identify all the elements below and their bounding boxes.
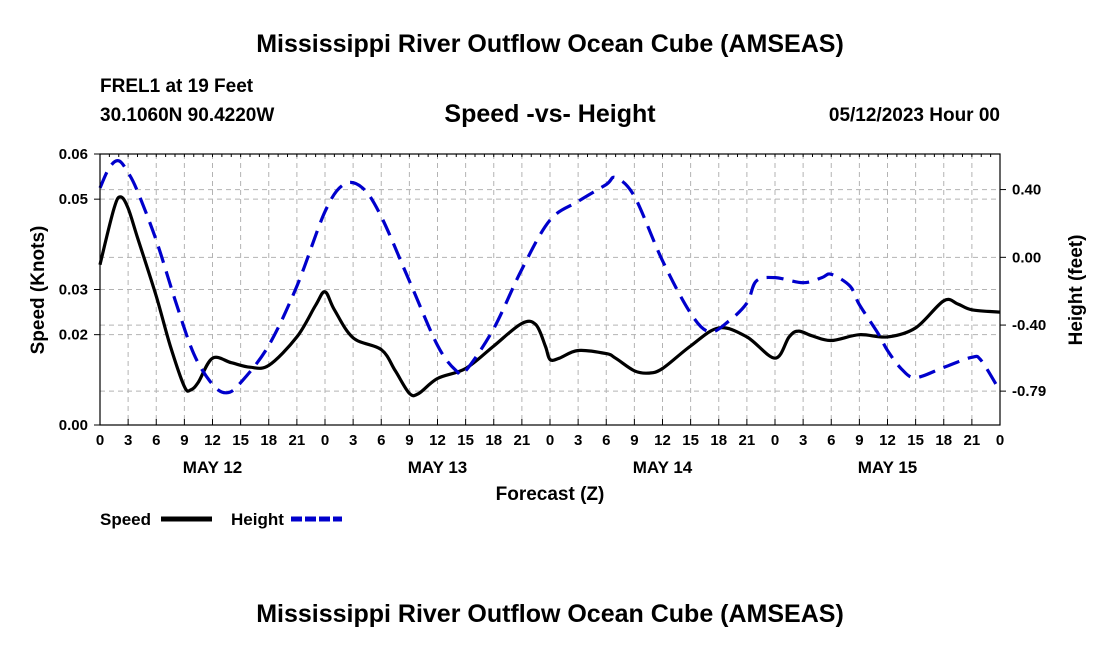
bottom-title: Mississippi River Outflow Ocean Cube (AM… xyxy=(256,600,844,628)
legend-label-height: Height xyxy=(231,510,284,529)
x-tick-label: 18 xyxy=(260,432,277,449)
y-right-tick-label: -0.40 xyxy=(1012,317,1046,334)
x-tick-label: 12 xyxy=(879,432,896,449)
station-name: FREL1 at 19 Feet xyxy=(100,76,254,97)
x-tick-label: 21 xyxy=(739,432,756,449)
x-tick-label: 6 xyxy=(152,432,160,449)
x-tick-label: 18 xyxy=(935,432,952,449)
chart-title: Mississippi River Outflow Ocean Cube (AM… xyxy=(256,30,844,58)
x-tick-label: 15 xyxy=(907,432,924,449)
y-right-tick-label: 0.40 xyxy=(1012,182,1041,199)
x-tick-label: 18 xyxy=(485,432,502,449)
x-tick-label: 0 xyxy=(771,432,779,449)
y-left-tick-label: 0.02 xyxy=(59,327,88,344)
series-lines xyxy=(98,159,1002,398)
y-left-tick-label: 0.06 xyxy=(59,146,88,163)
legend: Speed Height xyxy=(100,510,342,529)
y-right-tick-label: 0.00 xyxy=(1012,249,1041,266)
x-tick-label: 0 xyxy=(96,432,104,449)
x-tick-label: 9 xyxy=(405,432,413,449)
y-right-tick-label: -0.79 xyxy=(1012,383,1046,400)
x-tick-label: 12 xyxy=(204,432,221,449)
x-tick-label: 9 xyxy=(855,432,863,449)
chart-subtitle: Speed -vs- Height xyxy=(444,100,656,128)
x-tick-label: 12 xyxy=(429,432,446,449)
y-axis-left-label: Speed (Knots) xyxy=(28,226,49,355)
day-label: MAY 13 xyxy=(408,458,468,477)
station-coordinates: 30.1060N 90.4220W xyxy=(100,105,275,126)
x-tick-label: 3 xyxy=(574,432,582,449)
x-tick-label: 0 xyxy=(996,432,1004,449)
height-series-line xyxy=(98,159,1002,395)
x-tick-label: 9 xyxy=(630,432,638,449)
x-tick-label: 15 xyxy=(232,432,249,449)
day-label: MAY 14 xyxy=(633,458,693,477)
x-tick-label: 21 xyxy=(964,432,981,449)
x-tick-label: 12 xyxy=(654,432,671,449)
legend-label-speed: Speed xyxy=(100,510,151,529)
grid-lines xyxy=(100,154,1000,425)
axes: 0 3 6 9 12 15 18 21 0 3 6 9 12 15 18 21 0 3 6 9 12 15 18 21 0 3 6 9… xyxy=(59,146,1046,477)
y-axis-right-label: Height (feet) xyxy=(1066,235,1087,346)
day-label: MAY 15 xyxy=(858,458,918,477)
x-tick-label: 6 xyxy=(827,432,835,449)
x-tick-label: 15 xyxy=(682,432,699,449)
x-tick-label: 0 xyxy=(321,432,329,449)
x-tick-label: 6 xyxy=(377,432,385,449)
x-tick-label: 9 xyxy=(180,432,188,449)
x-tick-label: 3 xyxy=(349,432,357,449)
x-tick-label: 18 xyxy=(710,432,727,449)
x-axis-label: Forecast (Z) xyxy=(496,484,605,505)
y-left-tick-label: 0.05 xyxy=(59,191,88,208)
x-tick-label: 0 xyxy=(546,432,554,449)
y-left-tick-label: 0.03 xyxy=(59,282,88,299)
x-tick-label: 3 xyxy=(799,432,807,449)
x-tick-label: 3 xyxy=(124,432,132,449)
y-left-tick-label: 0.00 xyxy=(59,417,88,434)
forecast-date: 05/12/2023 Hour 00 xyxy=(828,105,1000,126)
day-label: MAY 12 xyxy=(183,458,243,477)
x-tick-label: 15 xyxy=(457,432,474,449)
x-tick-label: 6 xyxy=(602,432,610,449)
speed-series-line xyxy=(98,195,1001,398)
x-tick-label: 21 xyxy=(289,432,306,449)
x-tick-label: 21 xyxy=(514,432,531,449)
